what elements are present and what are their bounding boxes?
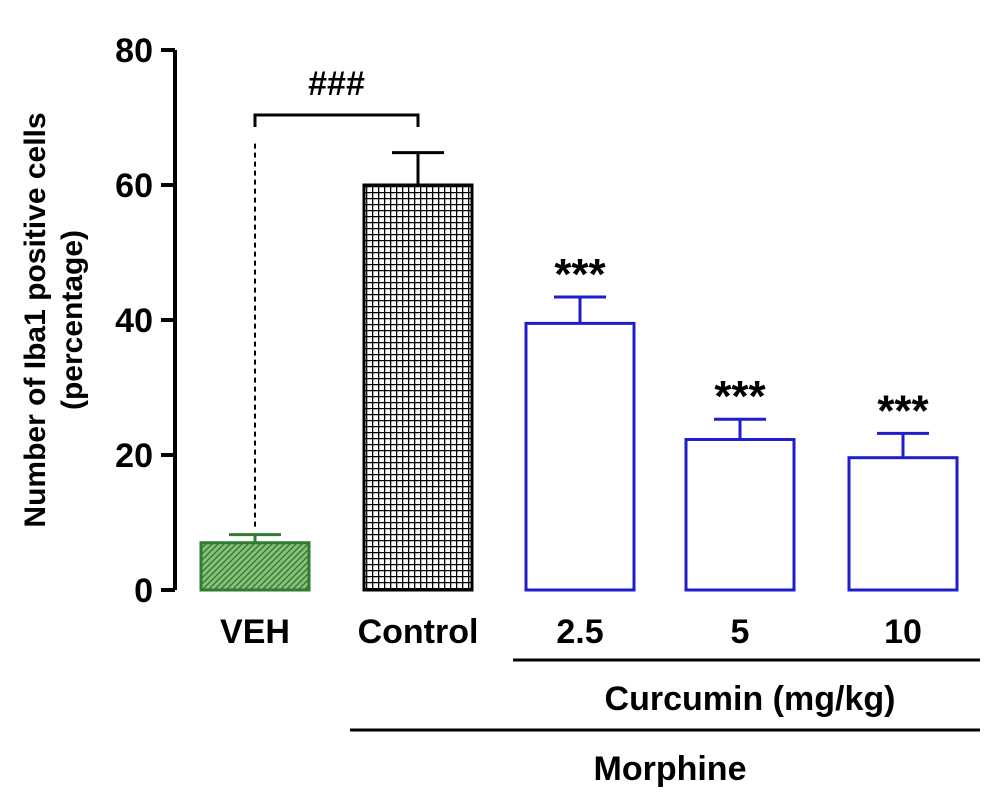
significance-mark: *** [877,386,929,435]
group-lines: Curcumin (mg/kg) Morphine [350,658,980,788]
bracket-line [253,113,420,127]
bracket-label: ### [308,65,365,103]
bar-2.5 [524,321,636,592]
category-labels: VEH Control 2.5 5 10 [220,613,922,651]
bar-Control [362,183,474,592]
y-axis-title-line-1: Number of Iba1 positive cells [19,112,52,527]
category-label: 10 [884,613,922,651]
significance-mark: *** [554,250,606,299]
y-axis: 0 20 40 60 80 [115,32,177,610]
significance-bracket: ### [253,65,420,527]
category-label: VEH [220,613,290,651]
y-tick-label: 20 [115,437,153,475]
y-axis-title-line-2: (percentage) [56,230,89,410]
y-tick-label: 0 [134,572,153,610]
y-tick-label: 40 [115,302,153,340]
bars: *** *** *** [199,151,959,592]
bar-VEH [199,541,311,592]
category-label: 2.5 [556,613,603,651]
y-tick-label: 60 [115,167,153,205]
category-label: Control [358,613,479,651]
curcumin-group-label: Curcumin (mg/kg) [605,680,896,718]
y-tick-label: 80 [115,32,153,70]
category-label: 5 [731,613,750,651]
bar-10 [847,456,959,592]
significance-mark: *** [714,372,766,421]
bar-5 [684,437,796,592]
morphine-group-label: Morphine [594,750,747,788]
y-axis-title: Number of Iba1 positive cells (percentag… [19,112,89,527]
